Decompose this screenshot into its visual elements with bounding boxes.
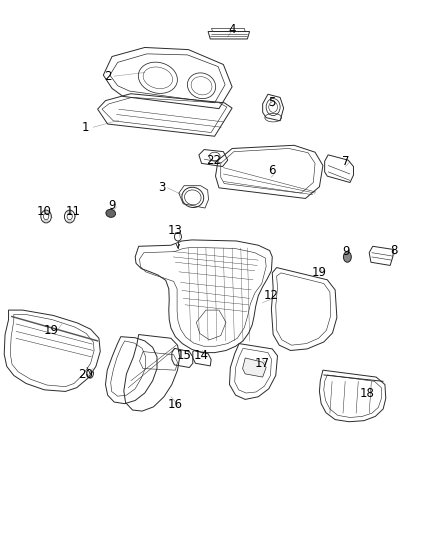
Text: 6: 6 (268, 164, 275, 177)
Text: 16: 16 (168, 398, 183, 411)
Text: 9: 9 (108, 199, 116, 212)
Text: 4: 4 (228, 23, 236, 36)
Text: 9: 9 (342, 245, 350, 258)
Text: 12: 12 (264, 289, 279, 302)
Ellipse shape (106, 209, 116, 217)
Text: 19: 19 (312, 266, 327, 279)
Text: 10: 10 (37, 205, 52, 217)
Text: 7: 7 (342, 155, 350, 168)
Text: 13: 13 (168, 224, 183, 237)
Text: 11: 11 (65, 205, 80, 217)
Text: 19: 19 (43, 324, 58, 337)
Text: 20: 20 (78, 368, 93, 382)
Text: 5: 5 (268, 96, 275, 109)
Text: 17: 17 (255, 357, 270, 370)
Ellipse shape (343, 252, 351, 262)
Text: 1: 1 (82, 120, 90, 134)
Text: 18: 18 (360, 386, 375, 400)
Text: 2: 2 (104, 70, 111, 83)
Text: 8: 8 (390, 244, 397, 257)
Text: 15: 15 (177, 349, 191, 362)
Polygon shape (243, 358, 266, 377)
Text: 14: 14 (194, 349, 209, 362)
Text: 3: 3 (159, 181, 166, 195)
Text: 22: 22 (206, 154, 221, 167)
